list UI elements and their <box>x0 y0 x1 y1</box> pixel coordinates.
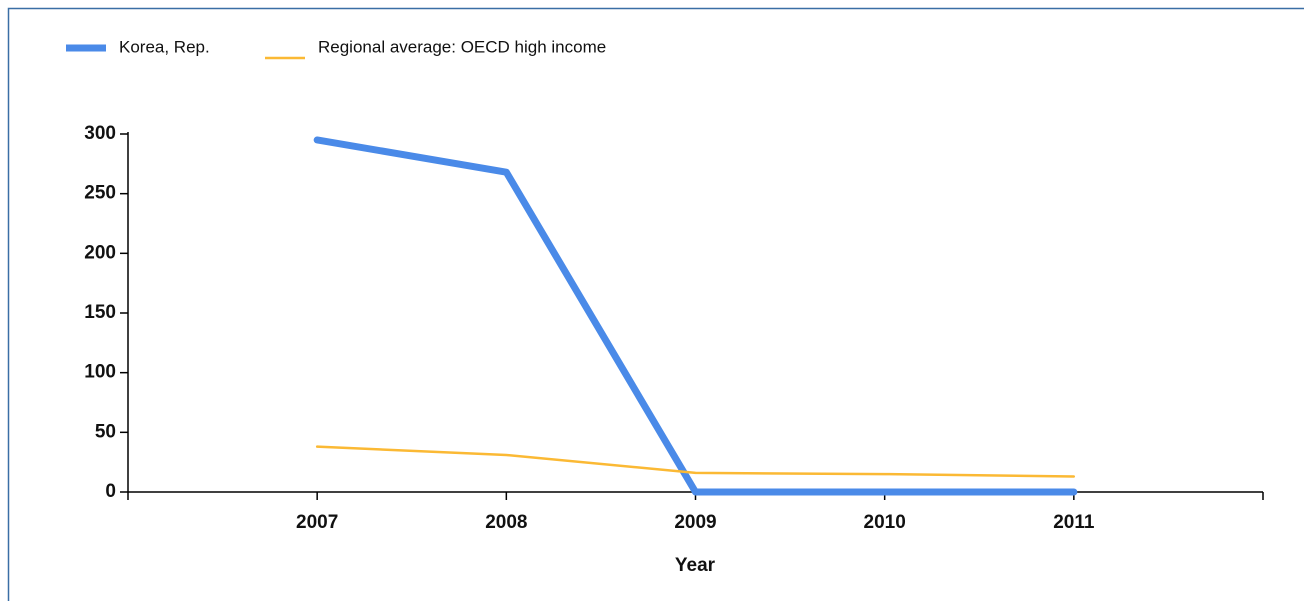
x-tick-label: 2008 <box>485 512 527 533</box>
series-line <box>313 136 1078 496</box>
frame <box>7 7 1304 601</box>
series-line <box>315 445 1076 478</box>
x-axis-label: Year <box>675 555 716 576</box>
y-tick-label: 100 <box>84 362 116 383</box>
y-tick-label: 50 <box>95 421 116 442</box>
y-tick-label: 250 <box>84 183 116 204</box>
y-tick-label: 150 <box>84 302 116 323</box>
y-tick-label: 200 <box>84 242 116 263</box>
y-tick-label: 0 <box>105 481 116 502</box>
legend-label: Korea, Rep. <box>119 37 210 56</box>
x-tick-label: 2007 <box>296 512 338 533</box>
y-tick-label: 300 <box>84 123 116 144</box>
legend-label: Regional average: OECD high income <box>318 37 606 56</box>
x-tick-label: 2009 <box>674 512 716 533</box>
x-tick-label: 2011 <box>1053 512 1095 533</box>
x-tick-label: 2010 <box>864 512 906 533</box>
